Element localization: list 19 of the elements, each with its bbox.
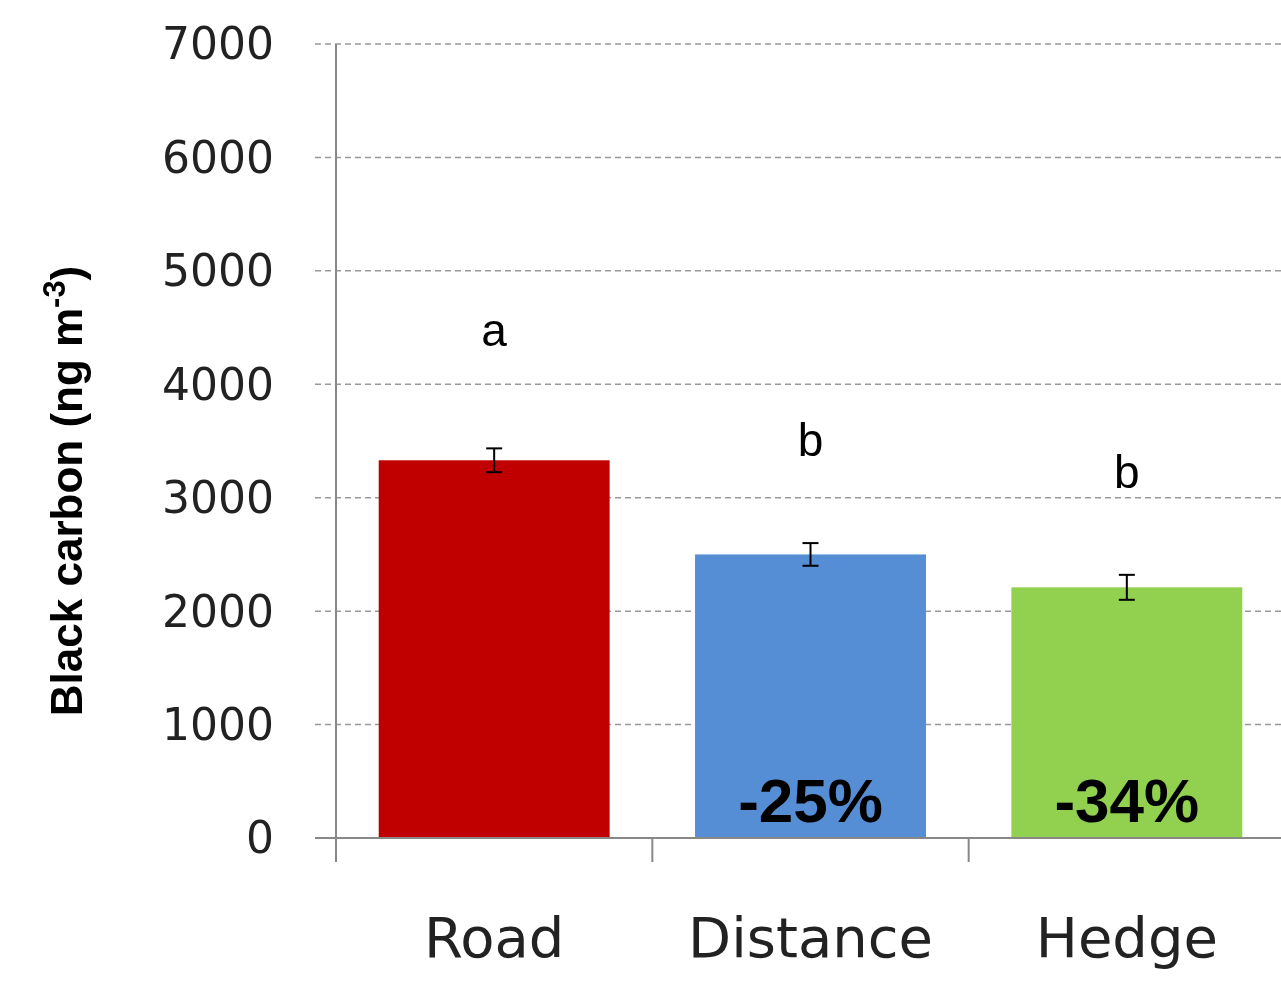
y-tick-label: 0 [246,812,274,864]
y-tick-label: 4000 [162,358,274,410]
annotation: -25% [738,765,883,835]
y-tick-label: 3000 [162,472,274,524]
bar [695,554,926,838]
annotation: b [797,413,824,466]
bar [1011,587,1243,838]
bar [378,460,610,838]
y-tick-label: 7000 [162,18,274,70]
x-tick-label: Road [423,905,565,970]
x-tick-label: Hedge [1035,905,1218,970]
y-tick-label: 2000 [162,585,274,637]
annotation: a [481,304,508,357]
annotation: b [1114,446,1140,499]
x-tick-label: Distance [688,905,933,970]
y-tick-label: 6000 [162,131,274,183]
annotation: -34% [1054,765,1200,835]
y-tick-label: 1000 [162,698,274,750]
y-tick-label: 5000 [162,245,274,297]
